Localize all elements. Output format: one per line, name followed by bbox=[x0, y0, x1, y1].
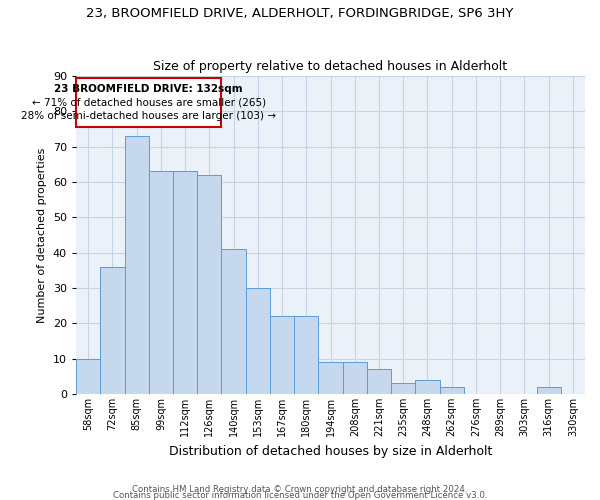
Bar bbox=[270, 316, 294, 394]
Text: ← 71% of detached houses are smaller (265): ← 71% of detached houses are smaller (26… bbox=[32, 98, 266, 108]
Bar bbox=[415, 380, 440, 394]
Bar bbox=[100, 267, 125, 394]
Bar bbox=[343, 362, 367, 394]
Bar bbox=[391, 384, 415, 394]
Title: Size of property relative to detached houses in Alderholt: Size of property relative to detached ho… bbox=[154, 60, 508, 74]
Text: Contains public sector information licensed under the Open Government Licence v3: Contains public sector information licen… bbox=[113, 490, 487, 500]
Bar bbox=[125, 136, 149, 394]
Bar bbox=[173, 172, 197, 394]
Bar bbox=[246, 288, 270, 394]
X-axis label: Distribution of detached houses by size in Alderholt: Distribution of detached houses by size … bbox=[169, 444, 492, 458]
Bar bbox=[76, 78, 221, 128]
Bar bbox=[197, 175, 221, 394]
Text: Contains HM Land Registry data © Crown copyright and database right 2024.: Contains HM Land Registry data © Crown c… bbox=[132, 484, 468, 494]
Text: 23 BROOMFIELD DRIVE: 132sqm: 23 BROOMFIELD DRIVE: 132sqm bbox=[55, 84, 243, 94]
Bar bbox=[221, 249, 246, 394]
Text: 23, BROOMFIELD DRIVE, ALDERHOLT, FORDINGBRIDGE, SP6 3HY: 23, BROOMFIELD DRIVE, ALDERHOLT, FORDING… bbox=[86, 8, 514, 20]
Bar bbox=[367, 370, 391, 394]
Bar bbox=[76, 358, 100, 394]
Y-axis label: Number of detached properties: Number of detached properties bbox=[37, 148, 47, 322]
Bar bbox=[294, 316, 319, 394]
Bar bbox=[440, 387, 464, 394]
Text: 28% of semi-detached houses are larger (103) →: 28% of semi-detached houses are larger (… bbox=[21, 112, 276, 122]
Bar bbox=[536, 387, 561, 394]
Bar bbox=[319, 362, 343, 394]
Bar bbox=[149, 172, 173, 394]
